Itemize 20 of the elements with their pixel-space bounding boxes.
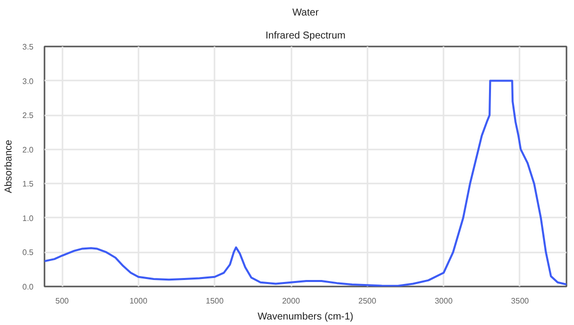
y-tick-label: 0.5 [22,248,34,258]
x-tick-label: 3500 [511,296,530,306]
x-axis-title: Wavenumbers (cm-1) [258,312,354,322]
y-tick-label: 3.0 [22,76,34,86]
chart-subtitle: Infrared Spectrum [265,30,346,42]
x-tick-label: 1500 [206,296,224,306]
y-tick-label: 2.5 [22,111,34,120]
y-tick-label: 1.0 [22,214,34,223]
line-series [44,80,566,286]
x-tick-label: 2000 [282,296,300,306]
chart-title: Water [292,8,320,18]
x-tick-label: 500 [55,296,70,306]
x-tick-label: 3000 [434,296,454,306]
y-tick-label: 2.0 [22,145,34,154]
y-tick-label: 0.0 [22,282,34,292]
x-tick-label: 1000 [129,296,148,306]
y-tick-label: 1.5 [22,180,34,189]
y-axis-title: Absorbance [3,139,14,194]
y-tick-label: 3.5 [22,42,34,52]
x-tick-label: 2500 [358,296,377,306]
